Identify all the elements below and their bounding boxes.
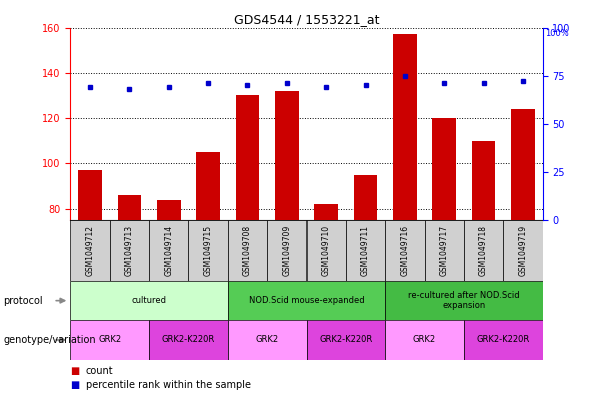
Text: GSM1049717: GSM1049717 — [440, 225, 449, 276]
Bar — [385, 281, 543, 320]
Bar — [306, 220, 346, 281]
Text: NOD.Scid mouse-expanded: NOD.Scid mouse-expanded — [249, 296, 364, 305]
Text: GRK2-K220R: GRK2-K220R — [319, 336, 373, 344]
Bar — [157, 200, 181, 220]
Bar — [464, 320, 543, 360]
Text: GRK2-K220R: GRK2-K220R — [162, 336, 215, 344]
Bar — [196, 152, 220, 220]
Bar — [275, 91, 299, 220]
Text: GRK2: GRK2 — [98, 336, 121, 344]
Bar — [70, 220, 110, 281]
Bar — [393, 34, 417, 220]
Text: GSM1049711: GSM1049711 — [361, 225, 370, 276]
Bar — [189, 220, 228, 281]
Text: GRK2: GRK2 — [256, 336, 279, 344]
Bar — [385, 220, 424, 281]
Bar — [354, 175, 377, 220]
Bar — [346, 220, 385, 281]
Text: GRK2: GRK2 — [413, 336, 436, 344]
Bar — [432, 118, 456, 220]
Bar — [385, 320, 464, 360]
Bar — [228, 220, 267, 281]
Bar — [228, 281, 385, 320]
Text: percentile rank within the sample: percentile rank within the sample — [86, 380, 251, 390]
Text: GRK2-K220R: GRK2-K220R — [476, 336, 530, 344]
Text: ■: ■ — [70, 380, 80, 390]
Bar — [464, 220, 503, 281]
Text: GSM1049709: GSM1049709 — [283, 225, 291, 276]
Title: GDS4544 / 1553221_at: GDS4544 / 1553221_at — [234, 13, 379, 26]
Text: GSM1049718: GSM1049718 — [479, 225, 488, 276]
Text: count: count — [86, 366, 113, 376]
Bar — [149, 220, 189, 281]
Bar — [306, 320, 385, 360]
Text: GSM1049715: GSM1049715 — [204, 225, 213, 276]
Text: GSM1049712: GSM1049712 — [86, 225, 94, 276]
Bar — [235, 95, 259, 220]
Bar — [228, 320, 306, 360]
Bar — [70, 320, 149, 360]
Text: GSM1049714: GSM1049714 — [164, 225, 173, 276]
Bar — [511, 109, 535, 220]
Text: 100%: 100% — [546, 29, 569, 39]
Text: genotype/variation: genotype/variation — [3, 335, 96, 345]
Bar — [424, 220, 464, 281]
Text: re-cultured after NOD.Scid
expansion: re-cultured after NOD.Scid expansion — [408, 291, 520, 310]
Bar — [503, 220, 543, 281]
Text: cultured: cultured — [132, 296, 167, 305]
Bar — [267, 220, 306, 281]
Bar — [110, 220, 149, 281]
Text: GSM1049716: GSM1049716 — [400, 225, 409, 276]
Bar — [78, 170, 102, 220]
Bar — [149, 320, 228, 360]
Text: GSM1049710: GSM1049710 — [322, 225, 330, 276]
Bar — [471, 141, 495, 220]
Text: GSM1049719: GSM1049719 — [519, 225, 527, 276]
Text: ■: ■ — [70, 366, 80, 376]
Text: protocol: protocol — [3, 296, 43, 306]
Text: GSM1049708: GSM1049708 — [243, 225, 252, 276]
Bar — [70, 281, 228, 320]
Bar — [118, 195, 141, 220]
Bar — [314, 204, 338, 220]
Text: GSM1049713: GSM1049713 — [125, 225, 134, 276]
